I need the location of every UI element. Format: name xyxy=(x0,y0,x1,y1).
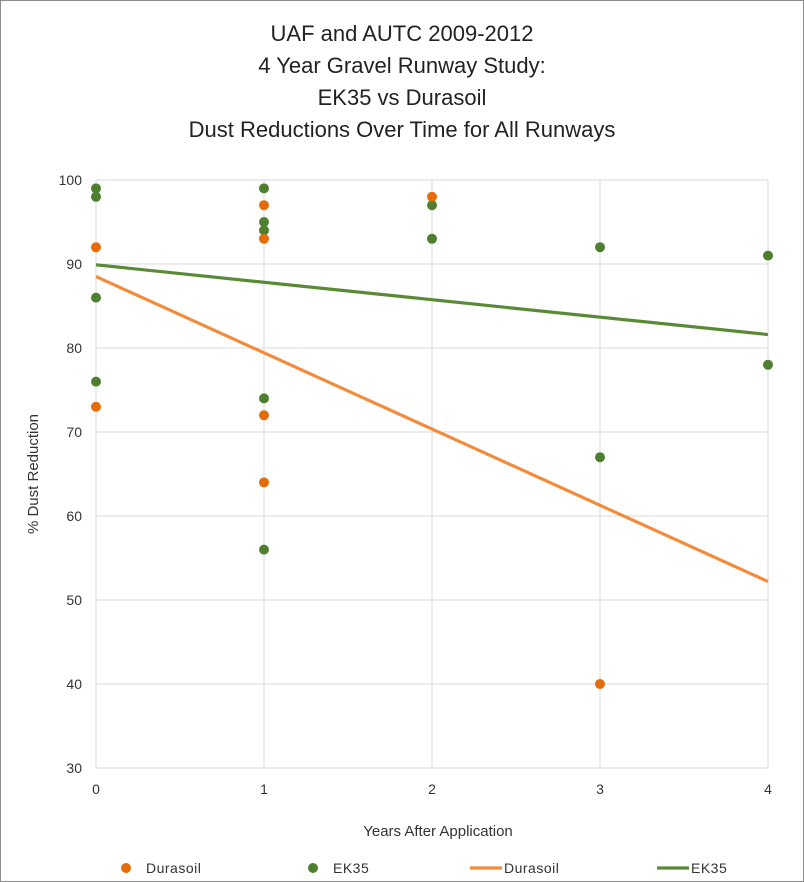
data-point-durasoil xyxy=(595,679,605,689)
data-point-ek35 xyxy=(259,183,269,194)
legend-label-ek35: EK35 xyxy=(333,860,369,876)
data-point-ek35 xyxy=(595,242,605,253)
y-tick-label: 30 xyxy=(66,760,82,776)
y-tick-label: 90 xyxy=(66,256,82,272)
title-line-3: EK35 vs Durasoil xyxy=(317,85,487,110)
y-tick-label: 80 xyxy=(66,340,82,356)
y-tick-label: 50 xyxy=(66,592,82,608)
data-point-ek35 xyxy=(763,359,773,370)
y-tick-label: 40 xyxy=(66,676,82,692)
chart-title: UAF and AUTC 2009-2012 4 Year Gravel Run… xyxy=(0,18,804,146)
data-point-ek35 xyxy=(427,200,437,211)
data-point-durasoil xyxy=(259,233,269,244)
data-point-durasoil xyxy=(259,410,269,421)
x-tick-label: 4 xyxy=(764,781,772,797)
data-point-durasoil xyxy=(91,242,101,253)
data-point-ek35 xyxy=(427,233,437,244)
x-tick-label: 3 xyxy=(596,781,604,797)
title-line-2: 4 Year Gravel Runway Study: xyxy=(258,53,546,78)
trendline-durasoil xyxy=(95,275,769,583)
y-tick-label: 70 xyxy=(66,424,82,440)
y-tick-label: 60 xyxy=(66,508,82,524)
legend-label-durasoil-trend: Durasoil xyxy=(504,860,559,876)
legend-label-ek35-trend: EK35 xyxy=(691,860,727,876)
data-point-ek35 xyxy=(91,292,101,303)
data-point-ek35 xyxy=(259,393,269,404)
x-tick-label: 0 xyxy=(92,781,100,797)
y-axis-title: % Dust Reduction xyxy=(25,414,42,534)
data-point-ek35 xyxy=(91,191,101,202)
data-point-ek35 xyxy=(259,544,269,555)
data-point-ek35 xyxy=(595,452,605,463)
x-tick-label: 1 xyxy=(260,781,268,797)
x-tick-label: 2 xyxy=(428,781,436,797)
legend-marker-durasoil xyxy=(121,863,131,873)
legend-label-durasoil: Durasoil xyxy=(146,860,201,876)
data-point-durasoil xyxy=(259,200,269,211)
data-point-ek35 xyxy=(763,250,773,261)
data-point-durasoil xyxy=(259,477,269,488)
title-line-4: Dust Reductions Over Time for All Runway… xyxy=(188,117,616,142)
data-point-ek35 xyxy=(259,217,269,227)
legend-marker-ek35 xyxy=(308,863,318,873)
x-axis-title: Years After Application xyxy=(363,823,513,840)
trendline-ek35 xyxy=(95,263,769,337)
y-tick-label: 100 xyxy=(59,172,83,188)
data-point-durasoil xyxy=(91,401,101,412)
data-point-durasoil xyxy=(427,191,437,202)
data-point-ek35 xyxy=(259,225,269,236)
data-point-ek35 xyxy=(91,183,101,194)
data-point-ek35 xyxy=(91,376,101,387)
title-line-1: UAF and AUTC 2009-2012 xyxy=(270,21,534,46)
